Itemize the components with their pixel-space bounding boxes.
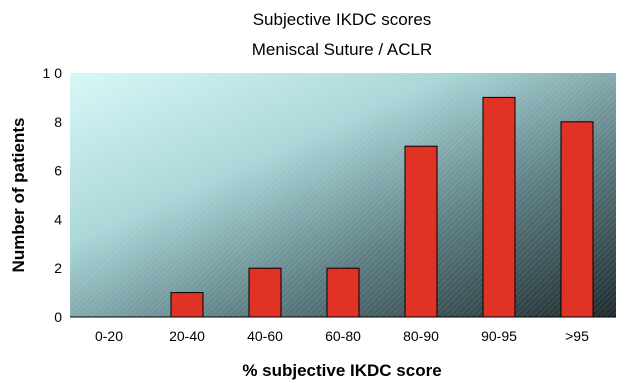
y-tick-label: 6 bbox=[54, 163, 62, 179]
y-ticks: 0 2 4 6 8 1 0 bbox=[43, 65, 63, 325]
x-axis-label: % subjective IKDC score bbox=[242, 361, 441, 380]
bar-90-95 bbox=[482, 96, 516, 318]
y-tick-label: 2 bbox=[54, 260, 62, 276]
y-tick-label: 8 bbox=[54, 114, 62, 130]
x-tick-label: 80-90 bbox=[403, 328, 439, 344]
bar-20-40 bbox=[170, 292, 204, 318]
x-tick-label: 60-80 bbox=[325, 328, 361, 344]
y-tick-label: 0 bbox=[54, 309, 62, 325]
bar-80-90 bbox=[404, 145, 438, 318]
x-tick-label: 40-60 bbox=[247, 328, 283, 344]
bar->95 bbox=[560, 121, 594, 318]
x-tick-label: >95 bbox=[565, 328, 589, 344]
chart-subtitle: Meniscal Suture / ACLR bbox=[252, 40, 432, 59]
x-ticks: 0-20 20-40 40-60 60-80 80-90 90-95 >95 bbox=[95, 328, 589, 344]
bar-40-60 bbox=[248, 267, 282, 318]
y-tick-label: 1 0 bbox=[43, 65, 63, 81]
x-tick-label: 0-20 bbox=[95, 328, 123, 344]
x-tick-label: 90-95 bbox=[481, 328, 517, 344]
bars bbox=[170, 96, 594, 318]
y-axis-label: Number of patients bbox=[9, 118, 28, 273]
chart-title: Subjective IKDC scores bbox=[253, 10, 432, 29]
x-tick-label: 20-40 bbox=[169, 328, 205, 344]
y-tick-label: 4 bbox=[54, 211, 62, 227]
bar-60-80 bbox=[326, 267, 360, 318]
